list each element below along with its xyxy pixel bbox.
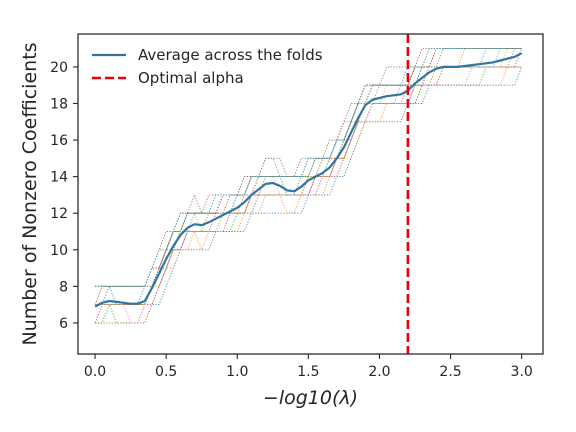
y-tick-label: 10 [50, 243, 68, 259]
x-axis-ticks: 0.0 0.5 1.0 1.5 2.0 2.5 3.0 [84, 354, 533, 380]
y-tick-label: 16 [50, 133, 68, 149]
x-axis-label: −log10(λ) [263, 387, 358, 409]
x-tick-label: 1.0 [226, 364, 248, 380]
series-layer [94, 34, 523, 354]
x-tick-label: 0.5 [155, 364, 177, 380]
x-tick-label: 1.5 [297, 364, 319, 380]
plot-frame [77, 33, 544, 355]
x-tick-label: 2.0 [368, 364, 390, 380]
y-tick-label: 8 [59, 279, 68, 295]
legend-label-average: Average across the folds [138, 46, 323, 64]
legend: Average across the folds Optimal alpha [84, 39, 334, 95]
fold-curve [95, 66, 523, 324]
x-tick-label: 2.5 [439, 364, 461, 380]
x-tick-label: 3.0 [511, 364, 533, 380]
y-tick-label: 12 [50, 206, 68, 222]
y-tick-label: 20 [50, 60, 68, 76]
legend-box [84, 39, 334, 95]
fold-curve [95, 48, 522, 287]
y-tick-label: 14 [50, 170, 68, 186]
legend-label-optimal-alpha: Optimal alpha [138, 69, 244, 87]
average-line [94, 52, 523, 308]
y-axis-ticks: 6 8 10 12 14 16 18 20 [50, 60, 78, 332]
fold-curve [95, 48, 522, 287]
x-tick-label: 0.0 [84, 364, 106, 380]
fold-curve [94, 48, 522, 305]
fold-curve [94, 66, 522, 324]
y-tick-label: 6 [59, 316, 68, 332]
y-tick-label: 18 [50, 96, 68, 112]
y-axis-label: Number of Nonzero Coefficients [19, 42, 41, 345]
